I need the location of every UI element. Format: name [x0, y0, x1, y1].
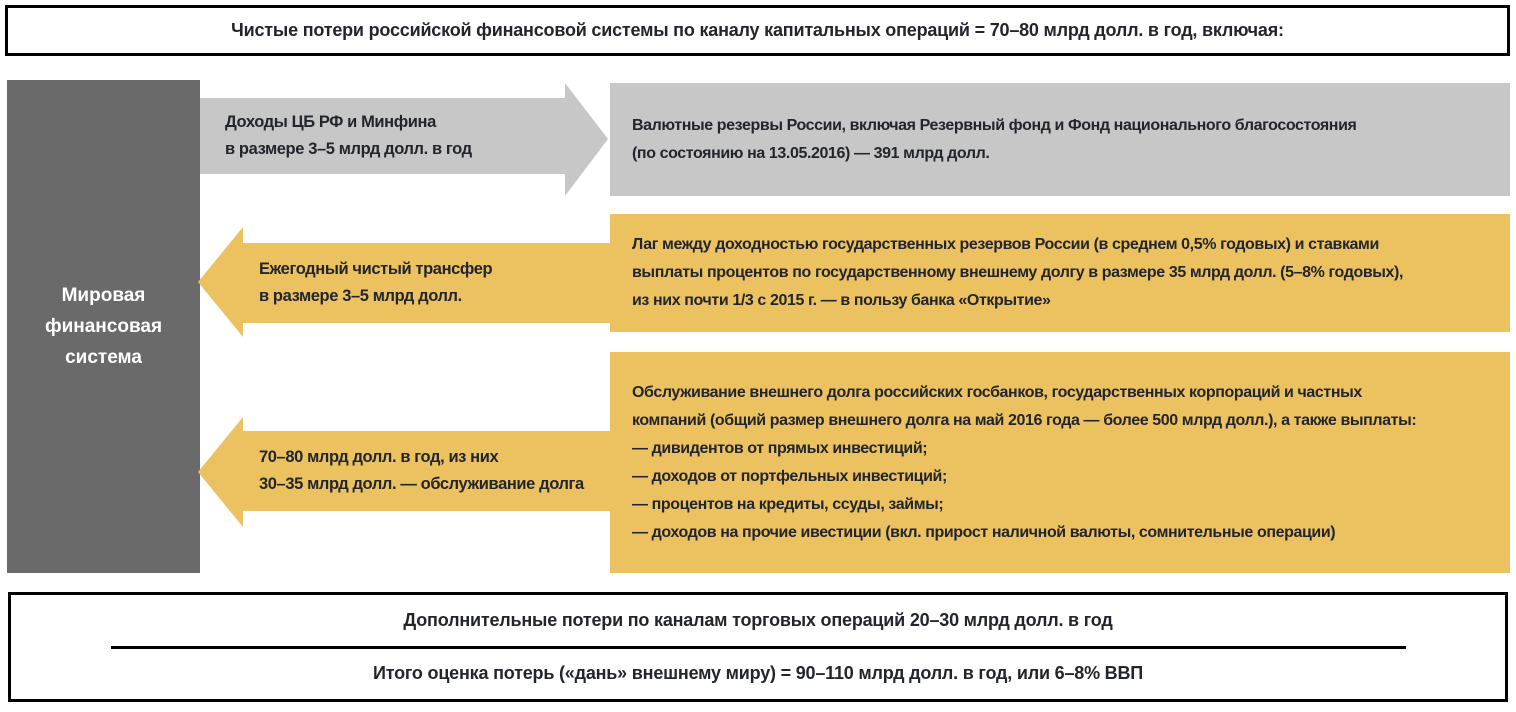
flow1-box-line1: Валютные резервы России, включая Резервн… — [632, 116, 1357, 134]
flow2-arrow-line1: Ежегодный чистый трансфер — [259, 260, 493, 278]
divider-line — [110, 645, 1406, 649]
flow3-box-bullet4: — доходов на прочие ивестиции (вкл. прир… — [632, 523, 1336, 541]
title-banner: Чистые потери российской финансовой сист… — [5, 5, 1510, 56]
flow3-box-line2: компаний (общий размер внешнего долга на… — [632, 411, 1417, 429]
flow2-arrow-line2: в размере 3–5 млрд долл. — [259, 287, 462, 305]
arrow-right-icon — [565, 83, 608, 196]
flow1-info-box: Валютные резервы России, включая Резервн… — [610, 83, 1510, 196]
world-financial-system-label: Мировая финансовая система — [44, 285, 163, 368]
total-losses-text: Итого оценка потерь («дань» внешнему мир… — [372, 663, 1144, 684]
flow3-box-bullet1: — дивидентов от прямых инвестиций; — [632, 439, 928, 457]
trade-losses-text: Дополнительные потери по каналам торговы… — [403, 609, 1113, 630]
flow3-arrow-label: 70–80 млрд долл. в год, из них 30–35 млр… — [243, 431, 610, 511]
flow1-box-line2: (по состоянию на 13.05.2016) — 391 млрд … — [632, 144, 990, 162]
flow2-arrow-label: Ежегодный чистый трансфер в размере 3–5 … — [243, 243, 610, 323]
flow3-arrow-line1: 70–80 млрд долл. в год, из них — [259, 448, 499, 466]
flow2-box-line2: выплаты процентов по государственному вн… — [632, 264, 1403, 281]
flow3-box-line1: Обслуживание внешнего долга российских г… — [632, 383, 1362, 401]
flow2-box-line3: из них почти 1/3 с 2015 г. — в пользу ба… — [632, 292, 1051, 309]
flow2-info-box: Лаг между доходностью государственных ре… — [610, 214, 1510, 332]
page-title: Чистые потери российской финансовой сист… — [231, 20, 1284, 40]
flow1-arrow-label: Доходы ЦБ РФ и Минфина в размере 3–5 млр… — [200, 98, 565, 174]
flow3-box-bullet2: — доходов от портфельных инвестиций; — [632, 467, 947, 485]
flow3-box-bullet3: — процентов на кредиты, ссуды, займы; — [632, 495, 944, 513]
flow1-arrow-line1: Доходы ЦБ РФ и Минфина — [225, 113, 436, 131]
flow3-info-box: Обслуживание внешнего долга российских г… — [610, 352, 1510, 573]
flow1-arrow-line2: в размере 3–5 млрд долл. в год — [225, 140, 472, 158]
arrow-left-icon — [198, 227, 243, 337]
arrow-left-icon — [198, 417, 243, 527]
flow2-box-line1: Лаг между доходностью государственных ре… — [632, 236, 1379, 253]
summary-box: Дополнительные потери по каналам торговы… — [8, 592, 1508, 702]
flow3-arrow-line2: 30–35 млрд долл. — обслуживание долга — [259, 475, 584, 493]
world-financial-system-box: Мировая финансовая система — [7, 80, 200, 573]
